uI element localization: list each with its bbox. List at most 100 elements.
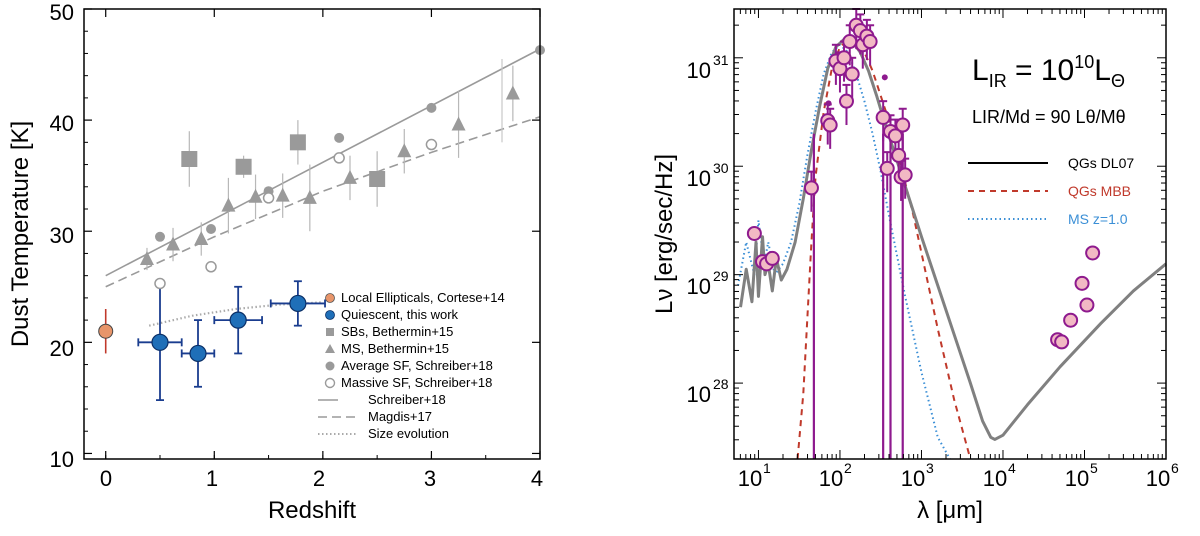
right-xtick-5-base: 10	[1065, 466, 1089, 491]
right-xtick-4: 10 4	[983, 460, 1016, 491]
avg-sf-point	[206, 224, 217, 234]
annotation-lir: LIR = 1010LΘ	[972, 52, 1125, 91]
quiescent-point	[229, 311, 247, 329]
annotation-lir-prefix: L	[972, 54, 989, 87]
right-ytick-28-base: 10	[687, 382, 711, 407]
sed-data-point	[1054, 334, 1070, 350]
legend-marker-sbs	[326, 328, 334, 336]
right-xtick-1: 10 1	[738, 460, 771, 491]
left-ytick-20: 20	[50, 336, 74, 361]
left-axes-frame	[83, 8, 541, 460]
left-ytick-50: 50	[50, 0, 74, 25]
right-ticks	[734, 9, 1167, 460]
right-xtick-5: 10 5	[1065, 460, 1098, 491]
right-xtick-6-base: 10	[1146, 466, 1170, 491]
ms-point	[194, 231, 209, 245]
legend-marker-quiescent	[325, 310, 335, 320]
ms-point	[248, 188, 263, 203]
sed-upper-limit	[825, 100, 832, 107]
right-ytick-30-exp: 30	[713, 160, 729, 176]
right-ytick-30: 10 30	[687, 160, 729, 191]
legend-marker-ms	[325, 344, 335, 353]
legend-marker-massive-sf	[324, 377, 336, 389]
legend-label-schreiber: Schreiber+18	[368, 392, 446, 407]
ms-point	[139, 251, 154, 265]
ms-point	[275, 187, 290, 202]
right-xtick-4-exp: 4	[1008, 460, 1016, 476]
quiescent-point	[151, 333, 169, 351]
legend-label-size-evolution: Size evolution	[368, 426, 449, 441]
sed-data-point	[822, 117, 838, 133]
right-xtick-2-base: 10	[819, 466, 843, 491]
avg-sf-point	[155, 231, 165, 242]
sed-data-point	[1079, 297, 1095, 313]
left-xtick-1: 1	[206, 466, 218, 491]
left-xtick-3: 3	[424, 466, 436, 491]
right-axes-frame	[733, 8, 1167, 460]
sed-data-point	[887, 128, 903, 144]
sb-point	[289, 134, 306, 151]
massive-sf-point	[262, 192, 275, 204]
sed-data-point	[879, 160, 895, 176]
legend-label-massive-sf: Massive SF, Schreiber+18	[341, 375, 492, 390]
annotation-lir-exp: 10	[1074, 52, 1094, 72]
left-line-size-evolution	[148, 301, 323, 327]
sed-data-point	[842, 34, 858, 50]
right-xtick-4-base: 10	[983, 466, 1007, 491]
right-ytick-29-base: 10	[687, 274, 711, 299]
left-panel: 50 40 30 20 10 0 1 2 3 4 Redshift Dust T…	[7, 0, 545, 524]
ms-point	[451, 116, 466, 131]
left-ylabel: Dust Temperature [K]	[7, 121, 34, 347]
sed-data-point	[764, 250, 780, 266]
legend-label-avg-sf: Average SF, Schreiber+18	[341, 358, 493, 373]
ms-point	[221, 197, 236, 212]
sed-data-point	[1074, 275, 1090, 291]
legend-label-sbs: SBs, Bethermin+15	[341, 324, 453, 339]
annotation-lir-unit-sub: Θ	[1111, 71, 1125, 91]
sb-point	[369, 171, 386, 187]
right-ytick-29: 10 29	[687, 268, 729, 299]
avg-sf-point	[334, 132, 345, 143]
left-xtick-2: 2	[313, 466, 325, 491]
right-xtick-3-base: 10	[901, 466, 925, 491]
sed-data-point	[875, 109, 891, 125]
left-ticks	[84, 8, 541, 459]
right-ytick-31-exp: 31	[713, 52, 729, 68]
legend-label-mbb: QGs MBB	[1068, 183, 1131, 199]
annotation-ratio: LIR/Md = 90 Lθ/Mθ	[972, 107, 1126, 127]
sed-data-point	[1063, 312, 1079, 328]
ms-point	[343, 169, 357, 184]
left-line-schreiber-18	[105, 48, 541, 277]
right-xtick-3: 10 3	[901, 460, 934, 491]
sed-upper-limit	[881, 74, 888, 81]
annotation-lir-unit: L	[1094, 54, 1111, 87]
right-xtick-2: 10 2	[819, 460, 852, 491]
quiescent-point	[189, 344, 207, 363]
ms-point	[166, 236, 181, 251]
left-ytick-30: 30	[50, 223, 74, 248]
legend-label-magdis: Magdis+17	[368, 409, 432, 424]
ms-point	[302, 189, 317, 204]
right-ylabel: Lν [erg/sec/Hz]	[651, 154, 678, 314]
legend-label-local: Local Ellipticals, Cortese+14	[341, 290, 505, 305]
right-panel: 10 31 10 30 10 29 10 28 10 1 10 2 10 3 1	[651, 8, 1179, 524]
ms-point	[505, 85, 520, 100]
right-ytick-29-exp: 29	[713, 268, 729, 284]
annotation-lir-sub: IR	[989, 71, 1007, 91]
right-xtick-6-exp: 6	[1171, 460, 1179, 476]
left-legend: Local Ellipticals, Cortese+14 Quiescent,…	[318, 290, 505, 441]
right-xtick-5-exp: 5	[1090, 460, 1098, 476]
sed-data-point	[895, 117, 911, 133]
left-line-magdis-17	[105, 116, 541, 288]
left-ytick-40: 40	[50, 111, 74, 136]
legend-marker-avg-sf	[325, 361, 335, 371]
legend-label-ms-sed: MS z=1.0	[1068, 211, 1128, 227]
right-xlabel: λ [μm]	[917, 497, 983, 524]
sed-data-point	[862, 34, 878, 50]
legend-label-dl07: QGs DL07	[1068, 155, 1134, 171]
sed-data-point	[897, 167, 913, 183]
legend-label-ms: MS, Bethermin+15	[341, 341, 449, 356]
annotation-lir-mid: = 10	[1007, 54, 1075, 87]
right-xtick-3-exp: 3	[926, 460, 934, 476]
